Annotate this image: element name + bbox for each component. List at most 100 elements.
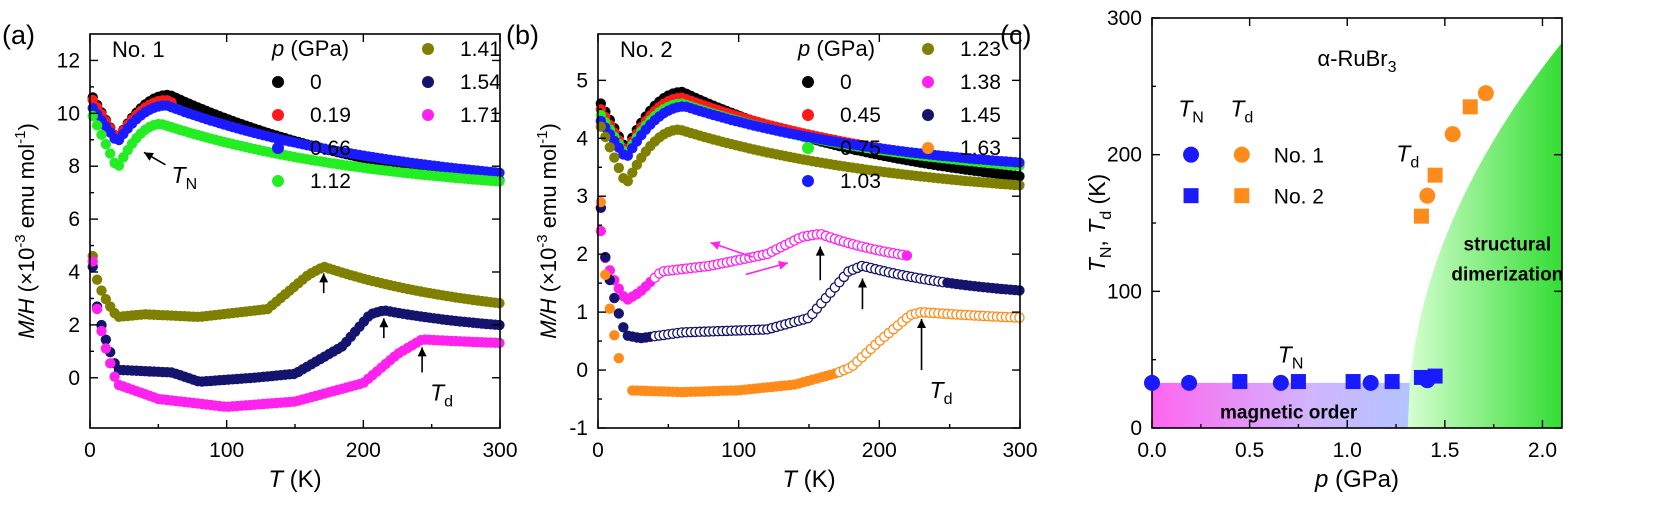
data-point bbox=[96, 285, 107, 296]
legend-marker bbox=[272, 175, 284, 187]
y-axis-label-part: N bbox=[1098, 247, 1115, 259]
y-axis-label: TN, Td (K) bbox=[1084, 174, 1115, 272]
sweep-arrow-head bbox=[710, 241, 721, 250]
y-tick-label: 10 bbox=[57, 102, 80, 125]
series-1.41 bbox=[87, 250, 505, 323]
x-axis-label-part: T bbox=[782, 466, 799, 493]
legend-marker bbox=[422, 76, 434, 88]
series-T_d-No.-2 bbox=[1413, 99, 1478, 224]
x-axis-label-part: (K) bbox=[283, 466, 322, 493]
legend-title: p (GPa) bbox=[271, 36, 349, 61]
annotation-label-part: N bbox=[186, 176, 198, 193]
legend-header: Td bbox=[1230, 95, 1253, 126]
x-tick-label: 0.0 bbox=[1137, 439, 1166, 462]
x-tick-label: 0.5 bbox=[1235, 439, 1264, 462]
x-axis-label: p (GPa) bbox=[1314, 466, 1399, 493]
data-point bbox=[613, 283, 625, 294]
x-tick-label: 0 bbox=[592, 439, 604, 462]
y-axis-label-part: -1 bbox=[534, 131, 551, 144]
panel-label: (b) bbox=[506, 20, 539, 50]
y-axis-label-part: (K) bbox=[1084, 174, 1110, 211]
legend-marker bbox=[802, 109, 814, 121]
legend-marker bbox=[922, 109, 934, 121]
annotation-arrow-head bbox=[379, 318, 389, 328]
legend-entry: 0 bbox=[840, 71, 852, 94]
y-tick-label: 8 bbox=[68, 155, 80, 178]
annotation-label-part: T bbox=[430, 379, 446, 405]
legend-entry: 1.41 bbox=[460, 38, 501, 61]
y-axis-label-part: -1 bbox=[12, 131, 29, 144]
legend-marker bbox=[422, 43, 434, 55]
annotation-arrow-head bbox=[857, 278, 867, 288]
y-axis-label-part: emu mol bbox=[536, 144, 561, 234]
legend-title-part: (GPa) bbox=[284, 36, 349, 61]
x-tick-label: 1.0 bbox=[1333, 439, 1362, 462]
data-point bbox=[91, 274, 103, 285]
y-tick-label: 0 bbox=[576, 359, 588, 382]
data-point bbox=[1419, 187, 1436, 204]
magnetic-order-region bbox=[1152, 382, 1436, 428]
x-tick-label: 100 bbox=[209, 439, 244, 462]
data-point bbox=[1413, 369, 1429, 385]
series-1.03 bbox=[595, 101, 1025, 168]
point-label: Td bbox=[1396, 141, 1419, 172]
data-point bbox=[618, 322, 629, 333]
y-axis-label-part: (×10 bbox=[14, 248, 39, 293]
data-point bbox=[105, 148, 116, 159]
data-point bbox=[1290, 374, 1306, 390]
y-tick-label: 4 bbox=[576, 127, 588, 150]
y-axis-label-part: emu mol bbox=[14, 144, 39, 234]
annotation-label-part: T bbox=[172, 162, 188, 188]
y-axis-label: M/H (×10-3 emu mol-1) bbox=[534, 123, 561, 339]
y-tick-label: 300 bbox=[1107, 7, 1142, 30]
annotation-arrow-head bbox=[319, 273, 329, 283]
y-axis-label-part: d bbox=[1098, 211, 1115, 220]
legend-marker bbox=[922, 43, 934, 55]
legend-entry: No. 1 bbox=[1274, 145, 1324, 168]
x-axis-label-part: (K) bbox=[797, 466, 836, 493]
data-point bbox=[91, 120, 103, 131]
sweep-arrow-head bbox=[778, 260, 788, 270]
data-point bbox=[627, 167, 638, 178]
data-point bbox=[100, 138, 112, 150]
point-label: TN bbox=[1278, 341, 1304, 372]
panel-a: 0 100 200 300 0 2 4 6 8 10 12 (a) No. 1 p (GPa) 0 0.19 0… bbox=[2, 20, 518, 493]
legend-marker bbox=[802, 175, 814, 187]
y-tick-label: 3 bbox=[576, 185, 588, 208]
y-axis-label-part: T bbox=[1084, 218, 1110, 234]
data-point bbox=[87, 110, 98, 122]
legend-marker bbox=[802, 76, 814, 88]
data-point bbox=[1181, 374, 1198, 391]
y-tick-label: 5 bbox=[576, 69, 588, 92]
data-point bbox=[105, 358, 116, 369]
legend-marker-tn bbox=[1183, 188, 1199, 204]
legend-header-part: d bbox=[1244, 109, 1253, 126]
data-point bbox=[87, 256, 98, 267]
legend-marker-td bbox=[1234, 188, 1250, 204]
data-point bbox=[604, 142, 616, 153]
x-tick-label: 100 bbox=[721, 439, 756, 462]
y-tick-label: 2 bbox=[576, 243, 588, 266]
data-point bbox=[609, 152, 620, 163]
data-point bbox=[609, 292, 620, 304]
data-point bbox=[600, 131, 611, 143]
sample-label: No. 2 bbox=[620, 37, 673, 62]
legend-marker bbox=[272, 76, 284, 88]
series-1.12 bbox=[87, 110, 505, 187]
data-point bbox=[595, 225, 607, 237]
data-point bbox=[1384, 374, 1400, 390]
legend-entry: 0.75 bbox=[840, 137, 881, 160]
y-axis-label-part: -3 bbox=[12, 234, 29, 247]
annotation-arrow-head bbox=[815, 246, 825, 256]
chart-title-part: 3 bbox=[1388, 59, 1397, 76]
data-point bbox=[600, 269, 611, 281]
sample-label: No. 1 bbox=[112, 37, 165, 62]
data-point bbox=[109, 371, 120, 382]
data-point bbox=[1362, 374, 1379, 391]
data-point bbox=[91, 303, 103, 315]
y-tick-label: 2 bbox=[68, 314, 80, 337]
legend-title-part: p bbox=[797, 36, 810, 61]
annotation-label: Td bbox=[430, 379, 453, 410]
panel-label: (a) bbox=[2, 20, 35, 50]
